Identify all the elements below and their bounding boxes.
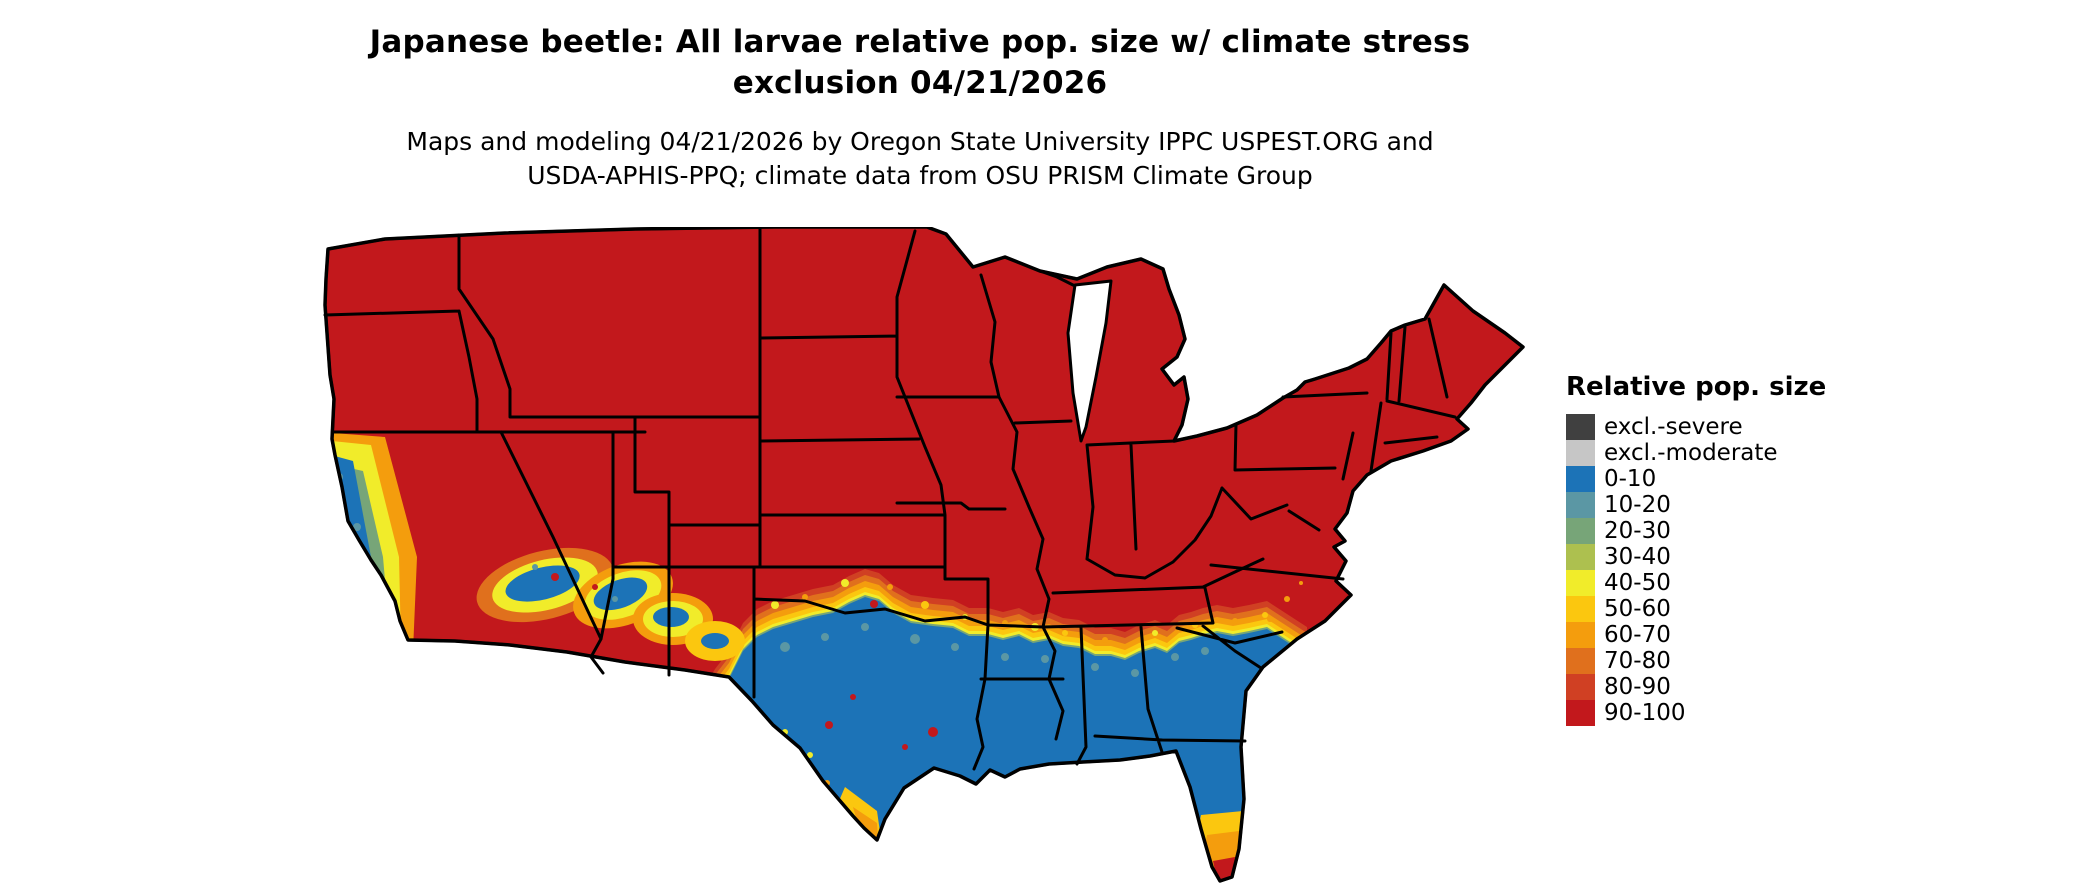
legend-swatch bbox=[1566, 570, 1595, 596]
legend-label: 30-40 bbox=[1604, 544, 1671, 570]
legend-label: 70-80 bbox=[1604, 648, 1671, 674]
legend-label: 90-100 bbox=[1604, 700, 1686, 726]
legend-swatch bbox=[1566, 596, 1595, 622]
legend-item: 80-90 bbox=[1566, 674, 1826, 700]
legend-item: 50-60 bbox=[1566, 596, 1826, 622]
legend-label: 10-20 bbox=[1604, 492, 1671, 518]
legend-item: 40-50 bbox=[1566, 570, 1826, 596]
chart-subtitle: Maps and modeling 04/21/2026 by Oregon S… bbox=[0, 125, 1840, 193]
lake-michigan bbox=[1066, 279, 1113, 443]
legend-item: 70-80 bbox=[1566, 648, 1826, 674]
legend-label: excl.-moderate bbox=[1604, 440, 1778, 466]
title-line2: exclusion 04/21/2026 bbox=[732, 65, 1108, 101]
legend-label: excl.-severe bbox=[1604, 414, 1743, 440]
legend: Relative pop. size excl.-severe excl.-mo… bbox=[1566, 372, 1826, 726]
legend-item: 20-30 bbox=[1566, 518, 1826, 544]
legend-label: 80-90 bbox=[1604, 674, 1671, 700]
legend-item: excl.-severe bbox=[1566, 414, 1826, 440]
us-map-svg bbox=[323, 225, 1525, 883]
legend-item: 10-20 bbox=[1566, 492, 1826, 518]
legend-swatch bbox=[1566, 492, 1595, 518]
speckles-red bbox=[551, 573, 938, 750]
legend-rows: excl.-severe excl.-moderate 0-10 10-20 2… bbox=[1566, 414, 1826, 726]
legend-label: 50-60 bbox=[1604, 596, 1671, 622]
subtitle-line2: USDA-APHIS-PPQ; climate data from OSU PR… bbox=[527, 161, 1313, 190]
legend-swatch bbox=[1566, 518, 1595, 544]
us-landmass bbox=[323, 225, 1525, 883]
legend-swatch bbox=[1566, 648, 1595, 674]
legend-swatch bbox=[1566, 414, 1595, 440]
legend-label: 20-30 bbox=[1604, 518, 1671, 544]
south-florida-overlay bbox=[1195, 811, 1243, 880]
legend-label: 40-50 bbox=[1604, 570, 1671, 596]
legend-swatch bbox=[1566, 466, 1595, 492]
legend-label: 60-70 bbox=[1604, 622, 1671, 648]
legend-label: 0-10 bbox=[1604, 466, 1657, 492]
southwest-overlay bbox=[476, 547, 745, 661]
legend-item: 60-70 bbox=[1566, 622, 1826, 648]
speckles-orange bbox=[802, 581, 1303, 786]
legend-item: excl.-moderate bbox=[1566, 440, 1826, 466]
title-line1: Japanese beetle: All larvae relative pop… bbox=[369, 24, 1471, 60]
legend-title: Relative pop. size bbox=[1566, 372, 1827, 402]
legend-swatch bbox=[1566, 622, 1595, 648]
legend-swatch bbox=[1566, 700, 1595, 726]
legend-item: 0-10 bbox=[1566, 466, 1826, 492]
state-borders bbox=[323, 227, 1457, 771]
chart-header: Japanese beetle: All larvae relative pop… bbox=[0, 22, 1840, 193]
legend-swatch bbox=[1566, 674, 1595, 700]
legend-item: 90-100 bbox=[1566, 700, 1826, 726]
subtitle-line1: Maps and modeling 04/21/2026 by Oregon S… bbox=[406, 127, 1434, 156]
legend-swatch bbox=[1566, 544, 1595, 570]
legend-swatch bbox=[1566, 440, 1595, 466]
us-population-map bbox=[305, 225, 1530, 887]
chart-title: Japanese beetle: All larvae relative pop… bbox=[0, 22, 1840, 104]
legend-item: 30-40 bbox=[1566, 544, 1826, 570]
